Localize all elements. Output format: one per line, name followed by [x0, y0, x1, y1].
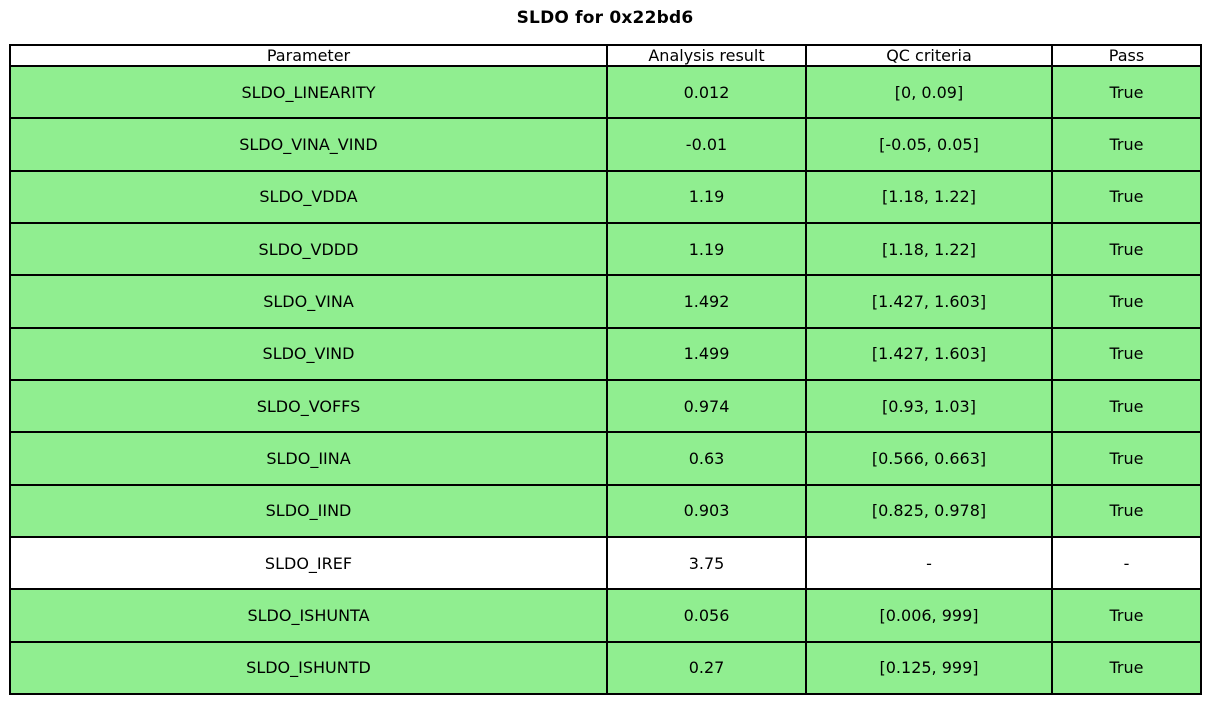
- parameter-cell: SLDO_VDDD: [9, 221, 608, 277]
- parameter-cell: SLDO_LINEARITY: [9, 64, 608, 120]
- analysis-result-cell: 0.974: [606, 378, 807, 434]
- qc-criteria-cell: [1.427, 1.603]: [805, 274, 1053, 329]
- parameter-cell: SLDO_VINA_VIND: [9, 117, 608, 172]
- analysis-result-cell: 1.19: [606, 169, 807, 224]
- pass-cell: True: [1051, 221, 1202, 277]
- table-row: SLDO_VOFFS 0.974 [0.93, 1.03] True: [9, 378, 1202, 434]
- qc-criteria-cell: [0, 0.09]: [805, 64, 1053, 120]
- pass-cell: True: [1051, 169, 1202, 224]
- analysis-result-cell: 1.492: [606, 274, 807, 329]
- qc-criteria-cell: [1.18, 1.22]: [805, 169, 1053, 224]
- table-row: SLDO_VDDA 1.19 [1.18, 1.22] True: [9, 169, 1202, 224]
- table-header: Parameter Analysis result QC criteria Pa…: [9, 44, 1202, 67]
- qc-criteria-cell: -: [805, 535, 1053, 591]
- column-header-pass: Pass: [1051, 44, 1202, 67]
- qc-criteria-cell: [1.427, 1.603]: [805, 326, 1053, 381]
- pass-cell: True: [1051, 117, 1202, 172]
- table-row: SLDO_ISHUNTD 0.27 [0.125, 999] True: [9, 640, 1202, 696]
- header-row: Parameter Analysis result QC criteria Pa…: [9, 44, 1202, 67]
- table-row: SLDO_LINEARITY 0.012 [0, 0.09] True: [9, 64, 1202, 120]
- pass-cell: -: [1051, 535, 1202, 591]
- analysis-result-cell: 0.27: [606, 640, 807, 696]
- table-row: SLDO_VINA_VIND -0.01 [-0.05, 0.05] True: [9, 117, 1202, 172]
- qc-criteria-cell: [0.566, 0.663]: [805, 431, 1053, 486]
- qc-criteria-cell: [0.006, 999]: [805, 588, 1053, 643]
- parameter-cell: SLDO_ISHUNTD: [9, 640, 608, 696]
- qc-criteria-cell: [0.93, 1.03]: [805, 378, 1053, 434]
- parameter-cell: SLDO_ISHUNTA: [9, 588, 608, 643]
- column-header-analysis-result: Analysis result: [606, 44, 807, 67]
- pass-cell: True: [1051, 274, 1202, 329]
- pass-cell: True: [1051, 431, 1202, 486]
- analysis-result-cell: 3.75: [606, 535, 807, 591]
- qc-criteria-cell: [0.825, 0.978]: [805, 483, 1053, 538]
- analysis-result-cell: 0.903: [606, 483, 807, 538]
- parameter-cell: SLDO_IIND: [9, 483, 608, 538]
- parameter-cell: SLDO_VINA: [9, 274, 608, 329]
- parameter-cell: SLDO_IREF: [9, 535, 608, 591]
- parameter-cell: SLDO_IINA: [9, 431, 608, 486]
- qc-criteria-cell: [-0.05, 0.05]: [805, 117, 1053, 172]
- parameter-cell: SLDO_VIND: [9, 326, 608, 381]
- column-header-qc-criteria: QC criteria: [805, 44, 1053, 67]
- table-row: SLDO_VINA 1.492 [1.427, 1.603] True: [9, 274, 1202, 329]
- qc-criteria-cell: [1.18, 1.22]: [805, 221, 1053, 277]
- column-header-parameter: Parameter: [9, 44, 608, 67]
- analysis-result-cell: 1.19: [606, 221, 807, 277]
- table-row: SLDO_VIND 1.499 [1.427, 1.603] True: [9, 326, 1202, 381]
- table-row: SLDO_VDDD 1.19 [1.18, 1.22] True: [9, 221, 1202, 277]
- pass-cell: True: [1051, 640, 1202, 696]
- analysis-result-cell: 1.499: [606, 326, 807, 381]
- table-body: SLDO_LINEARITY 0.012 [0, 0.09] True SLDO…: [9, 64, 1202, 696]
- qc-results-table: Parameter Analysis result QC criteria Pa…: [9, 44, 1202, 696]
- analysis-result-cell: 0.012: [606, 64, 807, 120]
- table-row: SLDO_IIND 0.903 [0.825, 0.978] True: [9, 483, 1202, 538]
- table-row: SLDO_IINA 0.63 [0.566, 0.663] True: [9, 431, 1202, 486]
- table-row: SLDO_IREF 3.75 - -: [9, 535, 1202, 591]
- table-row: SLDO_ISHUNTA 0.056 [0.006, 999] True: [9, 588, 1202, 643]
- analysis-result-cell: 0.056: [606, 588, 807, 643]
- parameter-cell: SLDO_VDDA: [9, 169, 608, 224]
- pass-cell: True: [1051, 378, 1202, 434]
- parameter-cell: SLDO_VOFFS: [9, 378, 608, 434]
- pass-cell: True: [1051, 64, 1202, 120]
- pass-cell: True: [1051, 326, 1202, 381]
- analysis-result-cell: -0.01: [606, 117, 807, 172]
- pass-cell: True: [1051, 483, 1202, 538]
- analysis-result-cell: 0.63: [606, 431, 807, 486]
- qc-criteria-cell: [0.125, 999]: [805, 640, 1053, 696]
- pass-cell: True: [1051, 588, 1202, 643]
- page-title: SLDO for 0x22bd6: [516, 8, 694, 28]
